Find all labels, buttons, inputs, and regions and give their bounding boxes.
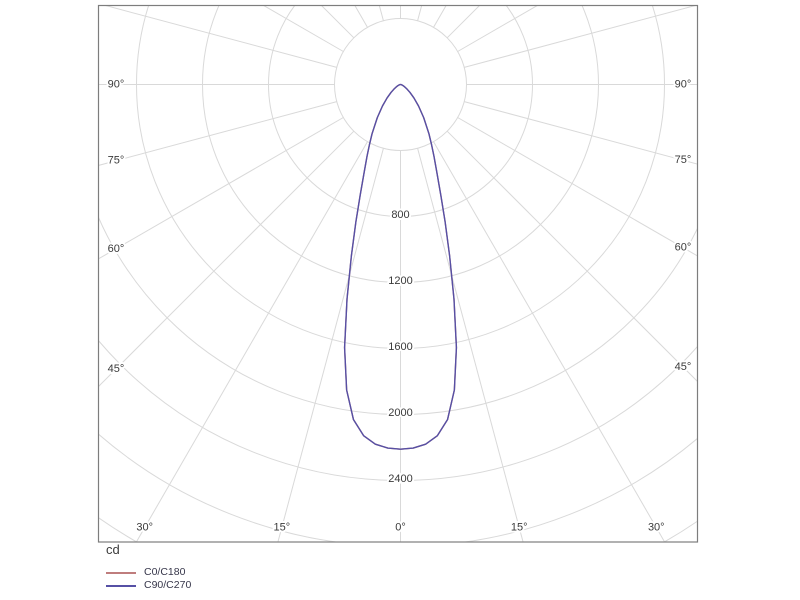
angle-label-bottom: 30° <box>648 522 665 534</box>
radial-tick-label: 2400 <box>388 473 412 485</box>
grid-ray <box>98 130 355 388</box>
angle-label-left: 60° <box>108 243 125 255</box>
radial-tick-label: 1200 <box>388 275 412 287</box>
radial-tick-label: 1600 <box>388 341 412 353</box>
grid-ray <box>354 5 368 28</box>
grid-ray <box>98 101 337 166</box>
plot-frame <box>97 4 699 543</box>
grid-ray <box>98 117 344 260</box>
grid-ray <box>135 141 368 542</box>
grid-ray <box>262 5 344 52</box>
grid-ray <box>446 130 698 383</box>
angle-label-bottom: 15° <box>511 522 528 534</box>
angle-label-bottom: 0° <box>395 522 406 534</box>
grid-ray <box>464 101 698 165</box>
grid-ray <box>457 117 698 257</box>
legend-item-c0-c180: C0/C180 <box>106 566 191 579</box>
grid-ray <box>378 5 384 21</box>
radial-tick-label: 800 <box>391 209 409 221</box>
grid-ray <box>417 5 423 21</box>
grid-ray <box>277 148 384 542</box>
legend-line-c90-c270-icon <box>106 584 136 587</box>
angle-label-left: 75° <box>108 155 125 167</box>
radial-unit-label: cd <box>106 542 120 557</box>
angle-label-bottom: 30° <box>136 522 153 534</box>
radial-tick-label: 2000 <box>388 407 412 419</box>
grid-ray <box>464 5 698 68</box>
grid-ray <box>417 148 524 542</box>
grid-ray <box>103 5 337 68</box>
intensity-curves <box>343 83 458 450</box>
angle-label-right: 75° <box>675 154 692 166</box>
legend-line-c0-c180-icon <box>106 571 136 574</box>
chart-legend: C0/C180 C90/C270 <box>106 566 191 592</box>
angle-label-left: 90° <box>108 79 125 91</box>
grid-ray <box>457 5 539 52</box>
legend-label-c0-c180: C0/C180 <box>144 566 186 578</box>
angle-label-right: 45° <box>675 361 692 373</box>
angle-label-right: 60° <box>675 242 692 254</box>
grid-ray <box>433 5 447 28</box>
angle-label-bottom: 15° <box>273 522 290 534</box>
grid-ray <box>433 141 666 542</box>
legend-item-c90-c270: C90/C270 <box>106 579 191 592</box>
angle-label-right: 90° <box>675 79 692 91</box>
legend-label-c90-c270: C90/C270 <box>144 579 192 591</box>
angle-label-left: 45° <box>108 363 125 375</box>
curve-c90-c270 <box>343 83 458 450</box>
